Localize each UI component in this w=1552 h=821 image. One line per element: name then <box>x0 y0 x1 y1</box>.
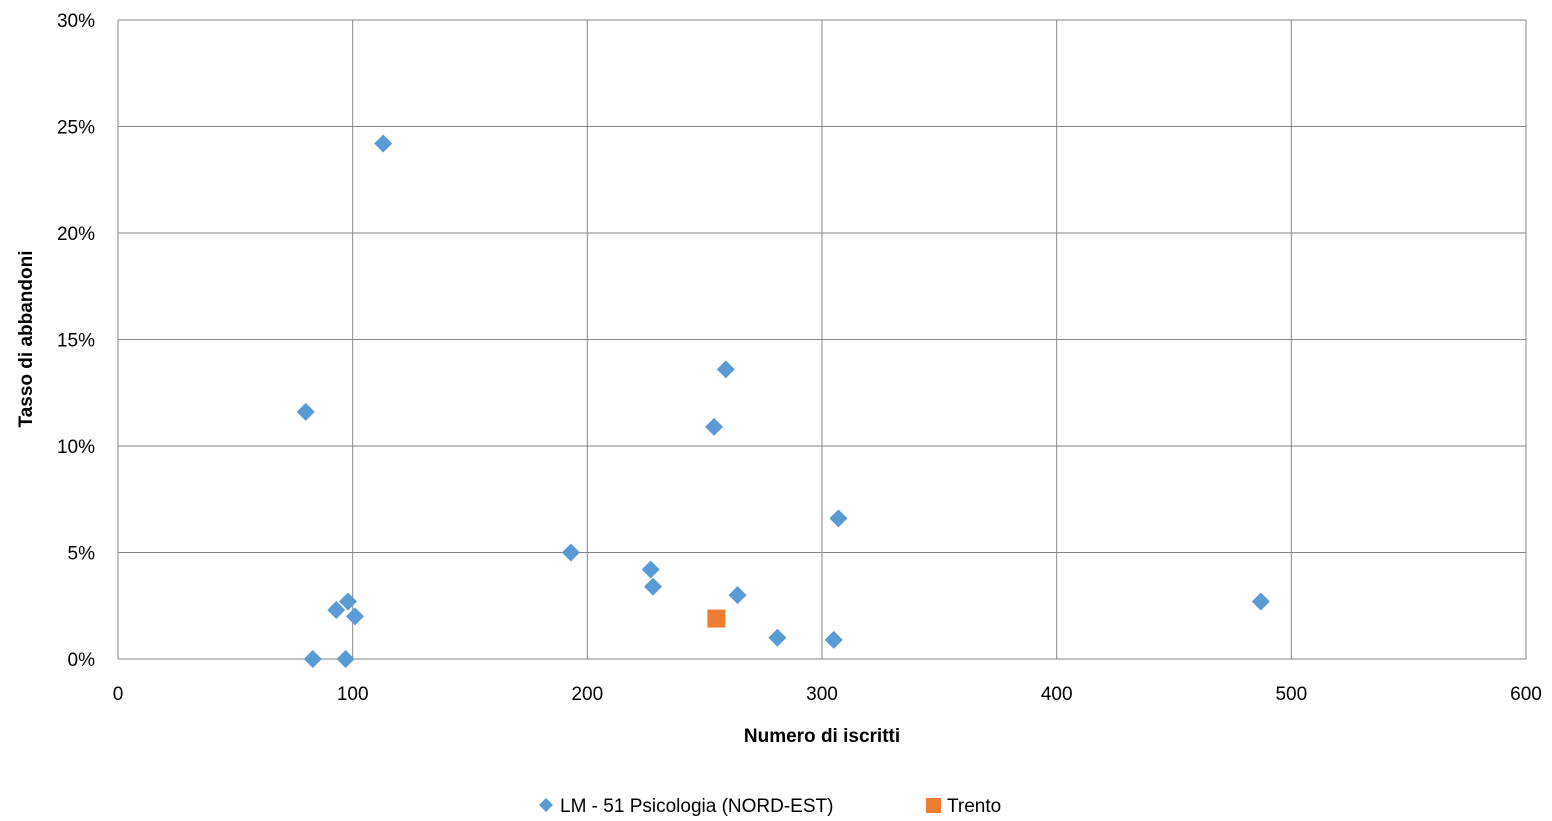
legend-label-trento: Trento <box>947 796 1001 817</box>
data-point-psicologia <box>338 592 357 611</box>
x-tick-label: 100 <box>337 684 369 705</box>
x-tick-labels: 0 100 200 300 400 500 600 <box>113 684 1542 705</box>
legend-item-psicologia: LM - 51 Psicologia (NORD-EST) <box>539 796 833 817</box>
y-tick-label: 0% <box>68 650 96 671</box>
x-tick-label: 200 <box>571 684 603 705</box>
data-point-psicologia <box>644 577 663 596</box>
y-axis-title: Tasso di abbandoni <box>16 251 37 428</box>
data-point-psicologia <box>336 650 355 668</box>
legend-label-psicologia: LM - 51 Psicologia (NORD-EST) <box>560 796 833 817</box>
data-points <box>296 134 1270 668</box>
data-point-psicologia <box>561 543 580 562</box>
x-tick-label: 300 <box>806 684 838 705</box>
x-tick-label: 500 <box>1275 684 1307 705</box>
y-tick-label: 10% <box>57 437 95 458</box>
data-point-psicologia <box>768 628 787 647</box>
x-tick-label: 400 <box>1041 684 1073 705</box>
legend-item-trento: Trento <box>926 796 1001 817</box>
data-point-psicologia <box>641 560 660 579</box>
data-point-psicologia <box>346 607 365 626</box>
grid <box>117 19 1527 660</box>
data-point-psicologia <box>374 134 393 153</box>
y-tick-label: 15% <box>57 331 95 352</box>
data-point-psicologia <box>705 417 724 436</box>
legend-square-marker <box>926 798 941 813</box>
data-point-psicologia <box>1251 592 1270 611</box>
y-tick-label: 20% <box>57 224 95 245</box>
data-point-psicologia <box>824 630 843 649</box>
legend: LM - 51 Psicologia (NORD-EST) Trento <box>539 796 1001 817</box>
data-point-psicologia <box>296 402 315 421</box>
data-point-psicologia <box>327 601 346 620</box>
y-tick-label: 5% <box>68 544 96 565</box>
data-point-psicologia <box>716 360 735 379</box>
y-tick-labels: 0% 5% 10% 15% 20% 25% 30% <box>57 11 95 671</box>
legend-diamond-marker <box>539 798 553 812</box>
x-tick-label: 600 <box>1510 684 1542 705</box>
data-point-psicologia <box>829 509 848 528</box>
y-tick-label: 30% <box>57 11 95 32</box>
data-point-trento <box>707 609 726 628</box>
y-tick-label: 25% <box>57 118 95 139</box>
data-point-psicologia <box>303 650 322 668</box>
x-axis-title: Numero di iscritti <box>744 726 900 747</box>
data-point-psicologia <box>728 586 747 605</box>
x-tick-label: 0 <box>113 684 124 705</box>
